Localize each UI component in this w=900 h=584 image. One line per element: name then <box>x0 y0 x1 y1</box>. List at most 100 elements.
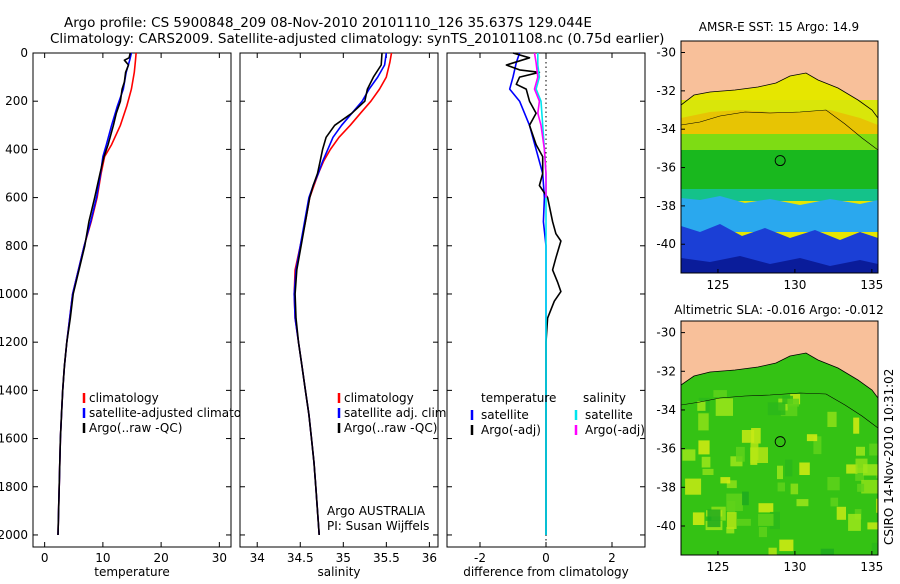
sst-band-orange <box>681 110 878 140</box>
difference-xtick-label: 0 <box>542 551 550 565</box>
salinity-xtick-label: 36 <box>422 551 437 565</box>
sla-texture-cell <box>726 480 737 489</box>
sla-texture-cell <box>692 512 705 525</box>
sst-map-ytick-label: -36 <box>656 161 676 175</box>
salinity-legend-entry: Argo(..raw -QC) <box>344 421 437 435</box>
difference-series-3-line <box>533 52 547 198</box>
sla-map-ytick-label: -30 <box>656 326 676 340</box>
sla-texture-cell <box>713 390 727 398</box>
sla-texture-cell <box>742 491 749 506</box>
sla-texture-cell <box>779 539 794 552</box>
depth-tick-label: 1800 <box>0 480 28 494</box>
sla-map <box>680 320 879 556</box>
sla-texture-cell <box>758 527 767 538</box>
salinity-xtick-label: 34 <box>250 551 265 565</box>
sla-texture-cell <box>790 483 799 495</box>
temperature-xtick-label: 0 <box>41 551 49 565</box>
depth-tick-label: 1600 <box>0 432 28 446</box>
temperature-panel: 0 10 20 30 temperature 0 200 400 600 800 1000 1200 1… <box>0 46 259 579</box>
sla-texture-cell <box>698 413 709 431</box>
sla-contour <box>681 392 878 429</box>
sla-texture-cell <box>863 464 878 476</box>
sst-band-darkblue <box>681 256 878 273</box>
sla-texture-cell <box>741 430 755 443</box>
temperature-legend-entry: Argo(..raw -QC) <box>89 421 182 435</box>
sla-map-ytick-label: -40 <box>656 519 676 533</box>
header-line-1: Argo profile: CS 5900848_209 08-Nov-2010… <box>64 15 592 31</box>
difference-xtick-label: 2 <box>608 551 616 565</box>
depth-tick-label: 400 <box>5 142 28 156</box>
sla-map-xtick-label: 135 <box>860 560 883 574</box>
sla-texture-cell <box>846 464 858 474</box>
sla-texture-cell <box>876 498 878 513</box>
temperature-plot-frame <box>32 52 232 548</box>
salinity-xtick-label: 35.5 <box>373 551 400 565</box>
sla-texture-cell <box>787 398 799 407</box>
sla-map-xtick-label: 130 <box>783 560 806 574</box>
sst-coastline <box>681 72 878 119</box>
depth-tick-label: 200 <box>5 94 28 108</box>
sla-coastline <box>681 352 878 399</box>
sla-texture-cell <box>758 513 774 526</box>
credit-text: CSIRO 14-Nov-2010 10:31:02 <box>882 369 896 545</box>
sla-texture-cell <box>701 456 711 468</box>
salinity-annotation-line: PI: Susan Wijffels <box>327 519 429 533</box>
salinity-panel: 34 34.5 35 35.5 36 salinity climatologysatelli… <box>239 52 450 579</box>
sla-texture-cell <box>856 446 865 456</box>
sla-texture-cell <box>685 478 702 495</box>
sla-texture-cell <box>767 402 786 416</box>
sla-texture-cell <box>707 509 721 528</box>
sla-texture-cell <box>768 547 777 555</box>
depth-tick-label: 800 <box>5 239 28 253</box>
sla-map-xtick-label: 125 <box>706 560 729 574</box>
sst-map-ytick-label: -38 <box>656 199 676 213</box>
sla-map-ytick-label: -36 <box>656 442 676 456</box>
sla-texture-cell <box>736 446 745 462</box>
sst-map-xtick-label: 135 <box>860 278 883 292</box>
sla-texture-cell <box>726 512 737 529</box>
depth-tick-label: 0 <box>20 46 28 60</box>
sla-map-frame <box>680 320 879 556</box>
sst-map-ytick-label: -34 <box>656 122 676 136</box>
sla-texture-cell <box>855 467 864 481</box>
depth-tick-label: 1000 <box>0 287 28 301</box>
sla-texture-cell <box>758 503 774 513</box>
sla-texture-cell <box>737 518 751 526</box>
sst-band-cyan <box>681 196 878 232</box>
sla-texture-cell <box>796 499 809 507</box>
sla-texture-cell <box>857 483 865 492</box>
difference-legend-entry: Argo(-adj) <box>481 423 541 437</box>
depth-tick-label: 2000 <box>0 528 28 542</box>
sla-texture-cell <box>869 443 878 456</box>
sla-float-marker <box>774 436 786 448</box>
sst-map-xtick-label: 130 <box>783 278 806 292</box>
difference-legend-title-right: salinity <box>583 391 626 405</box>
depth-tick-label: 1400 <box>0 383 28 397</box>
sla-map-ytick-label: -32 <box>656 364 676 378</box>
difference-legend-entry: satellite <box>585 408 633 422</box>
sla-texture-cell <box>697 401 706 411</box>
sla-texture-cell <box>726 527 735 534</box>
salinity-legend-entry: satellite adj. clim. <box>344 406 450 420</box>
sla-blobs <box>682 390 878 555</box>
sla-map-title: Altimetric SLA: -0.016 Argo: -0.012 <box>674 303 883 317</box>
sst-band-green <box>681 150 878 192</box>
sst-map-ytick-label: -32 <box>656 84 676 98</box>
difference-legend-entry: satellite <box>481 408 529 422</box>
sla-texture-cell <box>698 440 710 455</box>
sla-texture-cell <box>769 511 780 530</box>
header-line-2: Climatology: CARS2009. Satellite-adjuste… <box>50 31 664 47</box>
salinity-annotation-line: Argo AUSTRALIA <box>327 504 426 518</box>
sla-texture-cell <box>827 411 837 427</box>
temperature-legend-entry: climatology <box>89 391 159 405</box>
sla-texture-cell <box>720 477 731 484</box>
sla-texture-cell <box>799 462 810 475</box>
sla-texture-cell <box>751 428 761 444</box>
sla-texture-cell <box>777 482 785 492</box>
depth-tick-label: 600 <box>5 191 28 205</box>
sla-texture-cell <box>871 542 878 555</box>
temperature-xtick-label: 20 <box>153 551 168 565</box>
sla-texture-cell <box>813 436 822 455</box>
